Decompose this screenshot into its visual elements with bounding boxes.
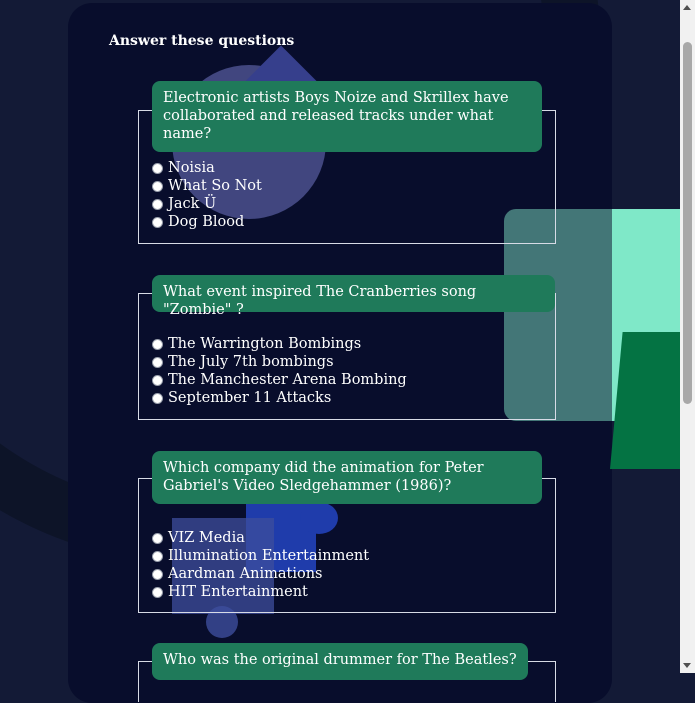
quiz-content: Answer these questions Electronic artist… [109, 33, 556, 702]
option-label: Jack Ü [168, 196, 217, 212]
option-label: Dog Blood [168, 214, 245, 230]
question-label: Electronic artists Boys Noize and Skrill… [152, 81, 542, 152]
options-list: VIZ Media Illumination Entertainment Aar… [151, 529, 369, 601]
radio-button-icon[interactable] [152, 586, 163, 598]
option-jack-u[interactable]: Jack Ü [151, 195, 262, 213]
option-label: HIT Entertainment [168, 584, 308, 600]
option-label: Aardman Animations [168, 566, 323, 582]
radio-button-icon[interactable] [152, 374, 163, 386]
question-fieldset: What event inspired The Cranberries song… [138, 275, 556, 420]
radio-button-icon[interactable] [152, 198, 163, 210]
option-illumination-entertainment[interactable]: Illumination Entertainment [151, 547, 369, 565]
option-july-7th-bombings[interactable]: The July 7th bombings [151, 353, 407, 371]
option-label: The July 7th bombings [168, 354, 334, 370]
option-noisia[interactable]: Noisia [151, 159, 262, 177]
radio-button-icon[interactable] [152, 532, 163, 544]
option-viz-media[interactable]: VIZ Media [151, 529, 369, 547]
option-hit-entertainment[interactable]: HIT Entertainment [151, 583, 369, 601]
option-label: What So Not [168, 178, 262, 194]
question-label: Who was the original drummer for The Bea… [152, 643, 528, 680]
radio-button-icon[interactable] [152, 550, 163, 562]
radio-button-icon[interactable] [152, 356, 163, 368]
scrollbar-thumb[interactable] [683, 42, 692, 404]
option-label: The Warrington Bombings [168, 336, 362, 352]
question-fieldset: Which company did the animation for Pete… [138, 451, 556, 613]
options-list: The Warrington Bombings The July 7th bom… [151, 335, 407, 407]
option-label: VIZ Media [168, 530, 245, 546]
question-label: What event inspired The Cranberries song… [152, 275, 555, 318]
options-list: Noisia What So Not Jack Ü Dog Blood [151, 159, 262, 231]
question-fieldset: Who was the original drummer for The Bea… [138, 643, 556, 702]
radio-button-icon[interactable] [152, 338, 163, 350]
option-label: The Manchester Arena Bombing [168, 372, 407, 388]
vertical-scrollbar[interactable] [680, 0, 695, 673]
option-manchester-arena-bombing[interactable]: The Manchester Arena Bombing [151, 371, 407, 389]
option-aardman-animations[interactable]: Aardman Animations [151, 565, 369, 583]
page-title: Answer these questions [109, 33, 295, 49]
option-label: September 11 Attacks [168, 390, 332, 406]
radio-button-icon[interactable] [152, 216, 163, 228]
option-dog-blood[interactable]: Dog Blood [151, 213, 262, 231]
scroll-down-arrow-icon[interactable] [683, 663, 691, 668]
option-september-11-attacks[interactable]: September 11 Attacks [151, 389, 407, 407]
question-fieldset: Electronic artists Boys Noize and Skrill… [138, 81, 556, 244]
radio-button-icon[interactable] [152, 162, 163, 174]
option-warrington-bombings[interactable]: The Warrington Bombings [151, 335, 407, 353]
option-label: Illumination Entertainment [168, 548, 370, 564]
question-label: Which company did the animation for Pete… [152, 451, 542, 504]
option-label: Noisia [168, 160, 215, 176]
option-what-so-not[interactable]: What So Not [151, 177, 262, 195]
radio-button-icon[interactable] [152, 180, 163, 192]
radio-button-icon[interactable] [152, 568, 163, 580]
radio-button-icon[interactable] [152, 392, 163, 404]
scroll-up-arrow-icon[interactable] [683, 5, 691, 10]
